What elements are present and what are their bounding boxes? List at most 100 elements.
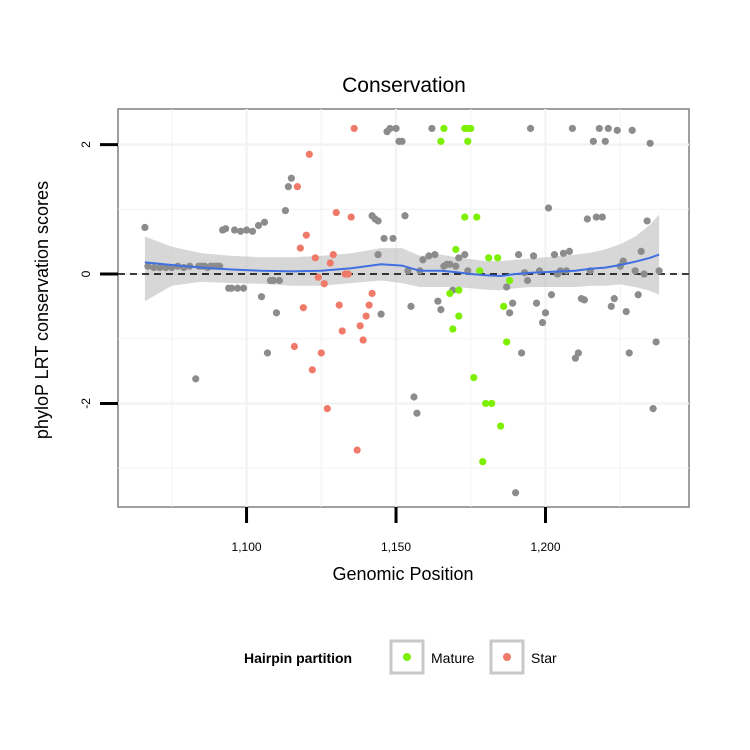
point-other: [544, 204, 553, 212]
point-mature: [467, 124, 475, 133]
point-star: [326, 259, 334, 267]
point-other: [655, 267, 663, 275]
point-other: [228, 284, 236, 292]
axes-layer: 1,100 1,150 1,200 -2 0 2: [79, 141, 561, 554]
point-other: [236, 227, 245, 235]
point-mature: [461, 213, 469, 221]
point-mature: [485, 254, 493, 262]
point-other: [643, 217, 651, 225]
point-mature: [449, 325, 457, 333]
y-tick-label: 2: [79, 141, 93, 148]
point-other: [455, 254, 463, 262]
point-star: [290, 342, 298, 351]
point-star: [320, 280, 328, 288]
x-tick-label: 1,200: [530, 540, 560, 554]
point-other: [506, 309, 514, 317]
legend-title: Hairpin partition: [244, 650, 352, 666]
point-star: [332, 208, 340, 217]
point-other: [649, 405, 657, 413]
point-other: [144, 262, 152, 270]
x-tick-label: 1,150: [381, 540, 411, 554]
legend: Hairpin partition Mature Star: [244, 639, 557, 675]
point-other: [156, 263, 164, 272]
point-star: [344, 270, 352, 278]
point-other: [272, 309, 281, 317]
point-other: [407, 302, 415, 310]
point-mature: [494, 254, 502, 262]
point-other: [284, 183, 293, 191]
point-other: [419, 256, 427, 264]
point-other: [529, 252, 538, 260]
point-mature: [503, 338, 511, 346]
point-other: [622, 307, 630, 316]
point-star: [296, 244, 304, 252]
point-mature: [440, 124, 448, 133]
point-other: [446, 260, 454, 268]
point-other: [374, 217, 382, 225]
point-mature: [473, 213, 481, 221]
point-other: [607, 302, 615, 310]
point-other: [625, 349, 633, 357]
point-other: [263, 349, 272, 357]
point-star: [329, 251, 337, 259]
point-other: [257, 293, 266, 301]
x-axis-title: Genomic Position: [332, 564, 473, 584]
point-other: [613, 126, 621, 134]
point-other: [410, 393, 418, 401]
point-other: [281, 207, 290, 215]
point-other: [275, 276, 284, 285]
point-other: [431, 251, 439, 259]
point-mature: [488, 399, 496, 408]
point-other: [652, 338, 660, 346]
point-other: [628, 126, 636, 134]
smooth-line: [144, 253, 660, 278]
point-star: [353, 446, 361, 454]
point-star: [302, 231, 310, 239]
point-mature: [497, 422, 505, 430]
point-other: [640, 270, 648, 278]
point-other: [386, 124, 394, 133]
y-axis-title: phyloP LRT conservation scores: [32, 181, 52, 439]
point-star: [338, 327, 346, 335]
point-mature: [437, 137, 445, 145]
point-other: [287, 174, 295, 182]
point-mature: [506, 276, 514, 285]
point-other: [517, 349, 526, 357]
point-star: [314, 273, 322, 281]
x-tick-label: 1,100: [232, 540, 262, 554]
point-other: [646, 139, 654, 147]
point-other: [434, 297, 442, 305]
point-star: [323, 405, 331, 413]
point-star: [311, 254, 319, 262]
point-other: [514, 251, 523, 259]
point-mature: [455, 286, 463, 294]
point-mature: [476, 267, 484, 275]
point-other: [583, 215, 591, 223]
point-mature: [500, 302, 508, 310]
point-other: [550, 251, 559, 259]
point-star: [317, 349, 325, 357]
point-mature: [455, 312, 463, 320]
point-other: [461, 251, 469, 259]
y-tick-label: 0: [79, 270, 93, 277]
point-other: [404, 267, 412, 275]
point-other: [598, 213, 606, 221]
point-other: [425, 252, 433, 260]
point-other: [610, 295, 618, 303]
point-star: [359, 336, 367, 344]
point-mature: [479, 458, 487, 466]
point-star: [305, 150, 313, 158]
point-other: [428, 124, 436, 133]
point-other: [526, 124, 535, 133]
point-star: [368, 289, 376, 298]
legend-label-mature: Mature: [431, 650, 475, 666]
point-mature: [470, 373, 478, 382]
point-other: [631, 267, 639, 275]
point-other: [413, 409, 421, 417]
point-other: [377, 310, 385, 318]
point-mature: [452, 245, 460, 254]
point-other: [452, 262, 460, 270]
point-other: [254, 221, 263, 230]
point-other: [541, 309, 550, 317]
